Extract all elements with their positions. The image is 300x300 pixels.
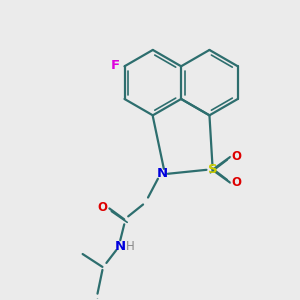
Text: H: H [126,240,135,253]
Text: O: O [98,201,107,214]
Text: S: S [208,163,217,176]
Text: F: F [111,59,120,72]
Text: O: O [231,176,241,189]
Text: O: O [231,150,241,164]
Text: N: N [115,240,126,253]
Text: N: N [156,167,167,180]
